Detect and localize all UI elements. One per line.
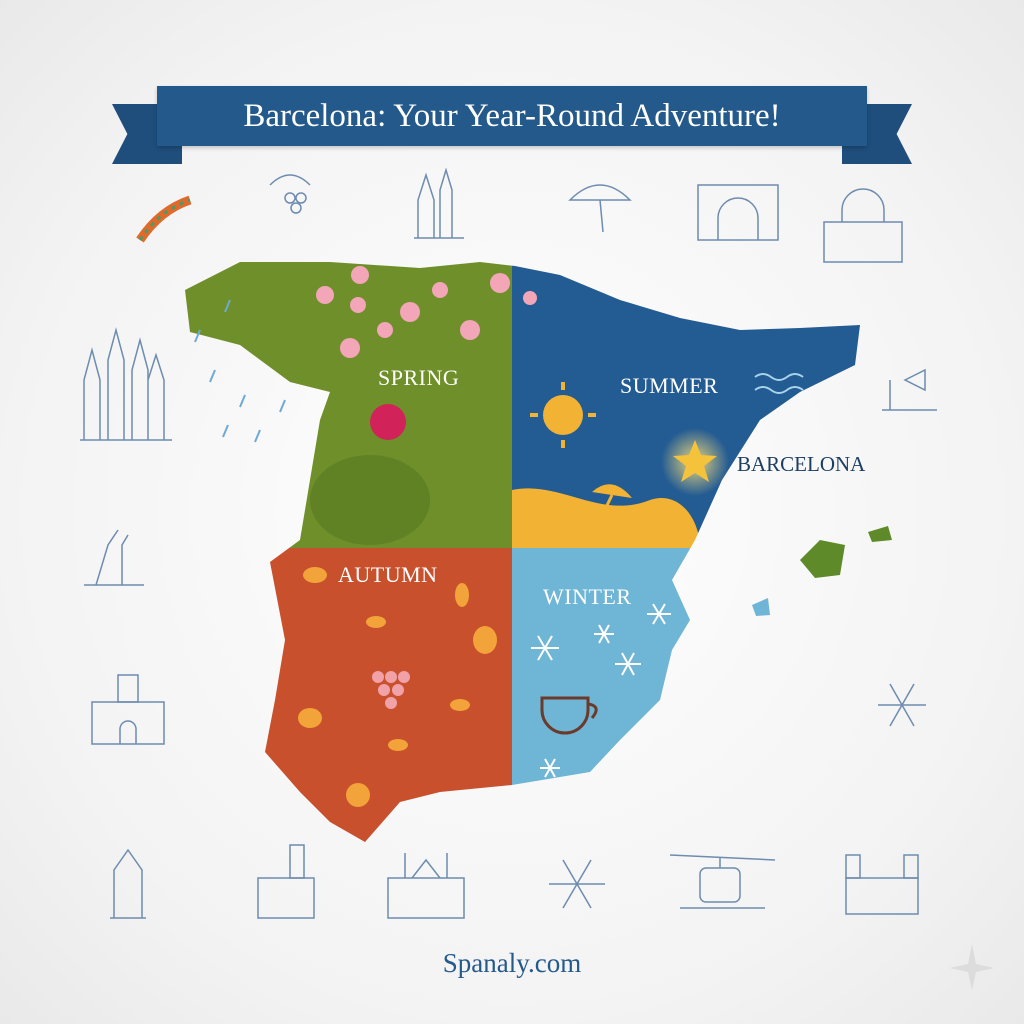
grapes-map-icon bbox=[372, 671, 410, 709]
season-label-autumn: AUTUMN bbox=[338, 562, 438, 587]
barcelona-star-icon bbox=[673, 440, 717, 482]
season-label-summer: SUMMER bbox=[620, 373, 719, 398]
beach-umbrella-icon bbox=[568, 184, 632, 233]
menorca-island bbox=[868, 526, 892, 542]
autumn-leaves-icon bbox=[298, 567, 497, 807]
church-icon bbox=[823, 188, 903, 263]
sailing-ship-icon bbox=[882, 368, 937, 411]
castle-icon bbox=[845, 854, 919, 915]
page-title: Barcelona: Your Year-Round Adventure! bbox=[243, 97, 781, 134]
gaudi-lizard-icon bbox=[136, 195, 192, 243]
waves-icon bbox=[754, 373, 804, 394]
beach-umbrella-map-icon bbox=[592, 484, 632, 521]
mallorca-island bbox=[800, 540, 845, 578]
ibiza-island bbox=[752, 598, 770, 616]
cherry-blossom-icon bbox=[316, 266, 537, 358]
flower-icon bbox=[370, 404, 406, 440]
beach-sand bbox=[512, 488, 700, 548]
snowflake-icon bbox=[878, 683, 926, 727]
basilica-icon bbox=[387, 853, 465, 919]
arc-de-triomf-icon bbox=[697, 184, 779, 241]
cathedral-bottom-icon bbox=[110, 848, 146, 919]
title-banner: Barcelona: Your Year-Round Adventure! bbox=[157, 86, 867, 146]
grapes-icon bbox=[269, 174, 311, 214]
season-label-spring: SPRING bbox=[378, 365, 460, 390]
palace-icon bbox=[91, 674, 165, 745]
cable-car-icon bbox=[669, 854, 776, 909]
cathedral-icon bbox=[80, 327, 172, 441]
sparkle-icon bbox=[950, 944, 994, 990]
season-label-winter: WINTER bbox=[543, 584, 632, 609]
columbus-monument-icon bbox=[84, 529, 144, 586]
sagrada-familia-icon bbox=[414, 167, 464, 239]
monument-icon bbox=[257, 844, 315, 919]
rain-icon bbox=[194, 299, 286, 443]
coffee-cup-icon bbox=[540, 696, 598, 735]
snowflakes-icon bbox=[531, 603, 671, 778]
footer-website-link[interactable]: Spanaly.com bbox=[442, 948, 582, 978]
sun-icon bbox=[530, 382, 596, 448]
city-label-barcelona: BARCELONA bbox=[737, 452, 866, 476]
snowflake-bottom-icon bbox=[549, 859, 605, 909]
